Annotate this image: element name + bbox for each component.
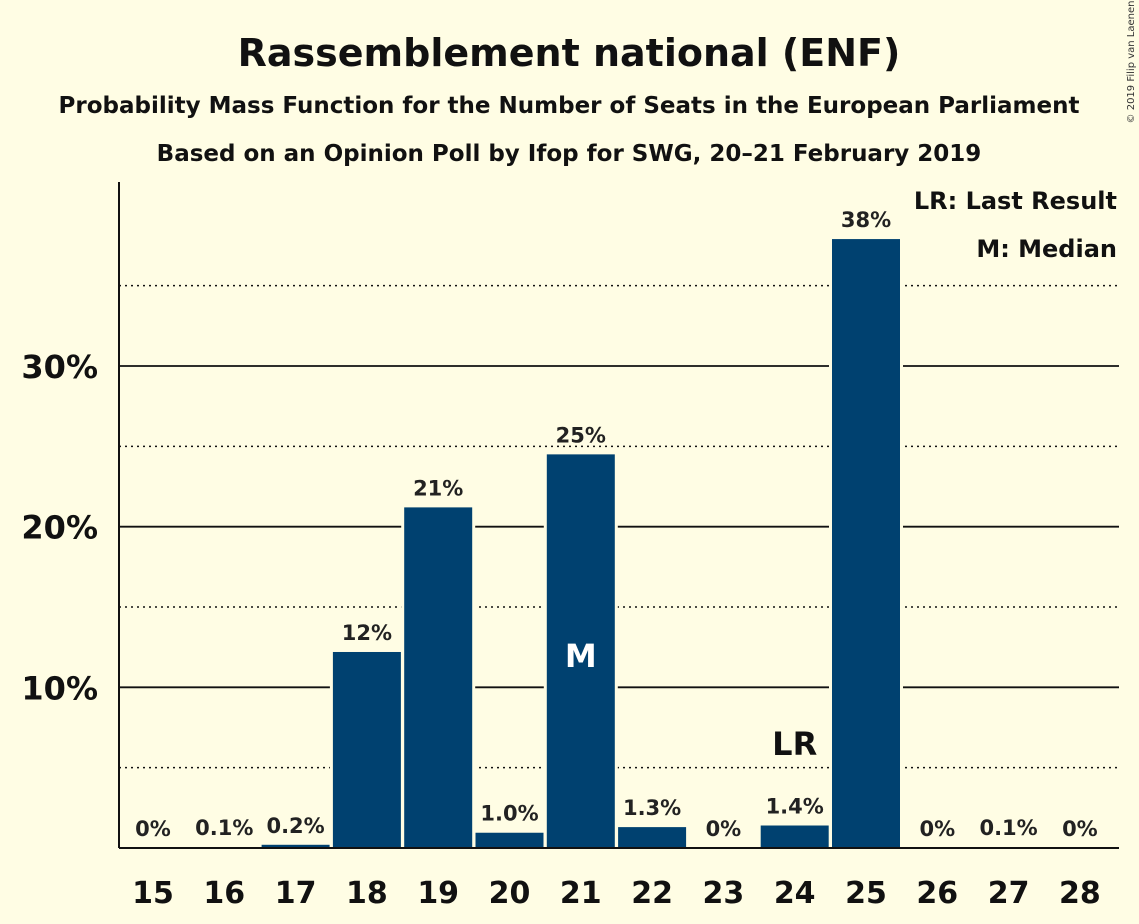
y-tick-label: 30% bbox=[21, 348, 98, 386]
bar bbox=[760, 825, 829, 848]
bar bbox=[261, 844, 330, 848]
x-tick-label: 27 bbox=[988, 876, 1030, 911]
data-label: 38% bbox=[841, 208, 891, 232]
y-tick-label: 10% bbox=[21, 669, 98, 707]
bars bbox=[187, 236, 1046, 848]
data-label: 1.0% bbox=[480, 802, 538, 826]
data-labels: 0% 0.1% 0.2% 12% 21% 1.0% 25% M 1.3% 0% 1.4% LR 38% 0… bbox=[135, 208, 1098, 841]
data-label: 0.1% bbox=[979, 816, 1037, 840]
x-tick-label: 16 bbox=[203, 876, 245, 911]
x-tick-label: 24 bbox=[774, 876, 816, 911]
data-label: 0% bbox=[706, 817, 742, 841]
chart-subtitle-source: Based on an Opinion Poll by Ifop for SWG… bbox=[157, 141, 982, 167]
x-tick-label: 17 bbox=[275, 876, 317, 911]
x-tick-label: 20 bbox=[489, 876, 531, 911]
bar bbox=[475, 832, 544, 848]
data-label: 0% bbox=[919, 817, 955, 841]
x-tick-label: 18 bbox=[346, 876, 388, 911]
x-tick-label: 23 bbox=[703, 876, 745, 911]
data-label: 0% bbox=[1062, 817, 1098, 841]
chart-title: Rassemblement national (ENF) bbox=[238, 31, 901, 75]
legend-entry: LR: Last Result bbox=[914, 187, 1117, 215]
median-marker: M bbox=[565, 637, 597, 675]
bar-halo bbox=[971, 844, 1046, 848]
x-tick-label: 26 bbox=[916, 876, 958, 911]
x-tick-label: 21 bbox=[560, 876, 602, 911]
bar-halo bbox=[187, 844, 262, 848]
data-label: 1.4% bbox=[766, 795, 824, 819]
x-tick-label: 19 bbox=[417, 876, 459, 911]
legend: LR: Last Result M: Median bbox=[914, 187, 1117, 263]
data-label: 25% bbox=[556, 423, 606, 447]
bar bbox=[332, 651, 401, 848]
bar bbox=[618, 827, 687, 848]
bar bbox=[832, 239, 900, 848]
bar bbox=[404, 507, 473, 848]
y-tick-label: 20% bbox=[21, 509, 98, 547]
data-label: 12% bbox=[342, 621, 392, 645]
axes: 15 16 17 18 19 20 21 22 23 24 25 26 27 28 10% 20% 30% bbox=[21, 182, 1119, 911]
last-result-marker: LR bbox=[772, 725, 817, 763]
x-tick-label: 22 bbox=[631, 876, 673, 911]
data-label: 21% bbox=[413, 476, 463, 500]
legend-entry: M: Median bbox=[976, 235, 1117, 263]
data-label: 1.3% bbox=[623, 796, 681, 820]
data-label: 0% bbox=[135, 817, 171, 841]
chart-subtitle: Probability Mass Function for the Number… bbox=[59, 93, 1080, 119]
data-label: 0.1% bbox=[195, 816, 253, 840]
x-tick-label: 25 bbox=[845, 876, 887, 911]
x-tick-label: 28 bbox=[1059, 876, 1101, 911]
gridlines bbox=[119, 284, 1119, 769]
bar bbox=[546, 454, 615, 848]
copyright-notice: © 2019 Filip van Laenen bbox=[1126, 1, 1137, 124]
x-tick-label: 15 bbox=[132, 876, 174, 911]
data-label: 0.2% bbox=[266, 814, 324, 838]
